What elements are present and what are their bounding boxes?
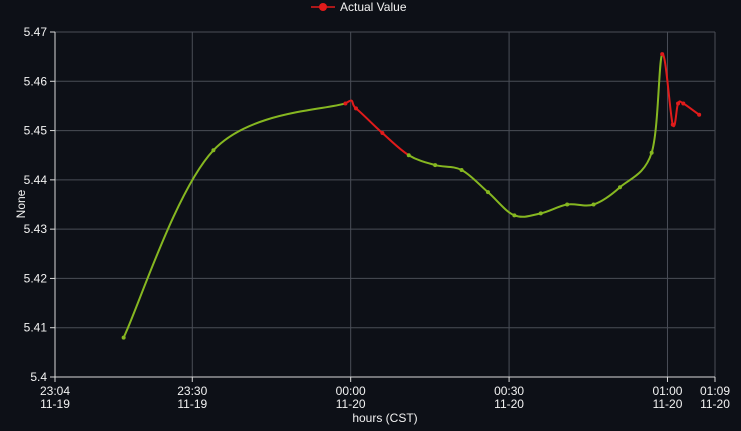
x-tick-label-time: 23:04 <box>40 384 70 398</box>
y-tick-label: 5.47 <box>24 25 48 39</box>
anomaly-point <box>670 122 675 127</box>
x-tick-label-date: 11-19 <box>40 397 70 411</box>
data-point <box>211 148 216 153</box>
anomaly-point <box>676 101 681 106</box>
x-tick-label-time: 01:09 <box>700 384 730 398</box>
series-segment <box>513 212 542 218</box>
y-axis-title: None <box>14 189 28 218</box>
data-point <box>649 150 654 155</box>
data-point <box>485 190 490 195</box>
anomaly-point <box>697 112 702 117</box>
x-tick-label-date: 11-20 <box>494 397 524 411</box>
anomaly-point <box>681 101 686 106</box>
y-tick-label: 5.44 <box>24 173 48 187</box>
y-tick-label: 5.41 <box>24 321 48 335</box>
data-markers <box>121 52 702 340</box>
x-tick-label-date: 11-20 <box>653 397 683 411</box>
data-point <box>591 202 596 207</box>
x-tick-label-date: 11-20 <box>336 397 366 411</box>
anomaly-point <box>660 52 665 57</box>
y-axis-ticks: 5.4 5.41 5.42 5.43 5.44 5.45 5.46 5.47 <box>24 25 55 384</box>
series-segment <box>592 186 621 206</box>
anomaly-point <box>343 101 348 106</box>
data-point <box>538 211 543 216</box>
series-segment <box>434 164 463 171</box>
series-segment <box>486 191 516 217</box>
data-point <box>565 202 570 207</box>
series-segment <box>354 107 384 135</box>
x-tick-label-date: 11-20 <box>700 397 730 411</box>
series-segment <box>407 154 437 167</box>
series-segment <box>460 169 489 194</box>
data-point <box>459 168 464 172</box>
anomaly-point <box>380 131 385 136</box>
x-axis-ticks: 23:0411-1923:3011-1900:0011-2000:3011-20… <box>40 377 730 411</box>
legend[interactable]: Actual Value <box>311 0 407 14</box>
series-segment <box>618 151 653 189</box>
data-point <box>512 213 517 218</box>
data-point <box>406 153 411 158</box>
series-segment <box>122 149 215 339</box>
x-tick-label-time: 00:30 <box>494 384 524 398</box>
series-segment <box>539 203 569 215</box>
legend-label: Actual Value <box>340 0 407 14</box>
axes <box>54 32 715 378</box>
x-tick-label-time: 23:30 <box>177 384 207 398</box>
data-point <box>617 185 622 190</box>
series-segment <box>212 102 347 152</box>
x-tick-label-time: 01:00 <box>652 384 682 398</box>
y-tick-label: 5.45 <box>24 124 48 138</box>
data-point <box>121 335 126 340</box>
series-segment <box>650 53 664 154</box>
series-segment <box>381 132 410 157</box>
series-segment <box>566 203 595 207</box>
data-point <box>433 163 438 168</box>
anomaly-point <box>353 106 358 111</box>
legend-marker-icon <box>319 3 327 11</box>
x-axis-title: hours (CST) <box>352 411 417 425</box>
grid <box>55 31 716 377</box>
y-tick-label: 5.42 <box>24 271 48 285</box>
x-tick-label-date: 11-19 <box>177 397 207 411</box>
y-tick-label: 5.4 <box>30 370 47 384</box>
y-tick-label: 5.43 <box>24 222 48 236</box>
y-tick-label: 5.46 <box>24 74 48 88</box>
x-tick-label-time: 00:00 <box>336 384 366 398</box>
